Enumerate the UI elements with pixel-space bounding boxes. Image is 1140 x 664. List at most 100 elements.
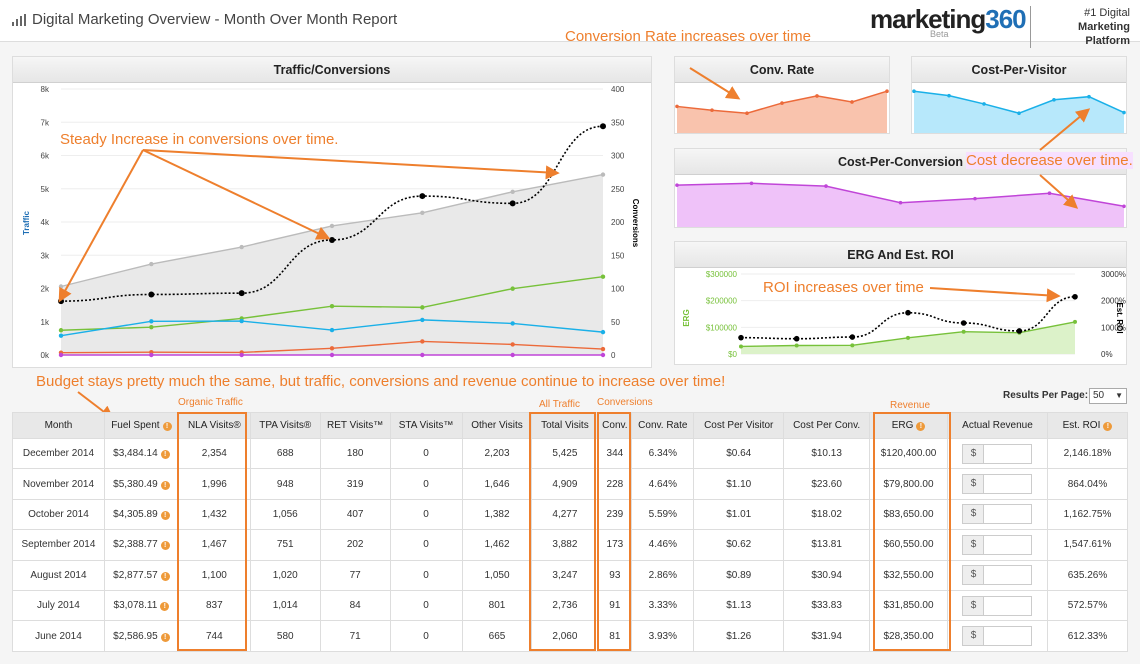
spark-point: [898, 200, 903, 205]
actual-revenue-input[interactable]: [984, 595, 1033, 616]
info-icon[interactable]: !: [160, 602, 170, 612]
sta-visits-point: [329, 352, 335, 358]
erg-point: [850, 343, 855, 348]
actual-revenue-input[interactable]: [984, 504, 1033, 525]
total-visits-area: [61, 174, 603, 355]
marketing360-logo[interactable]: marketing360 Beta: [870, 4, 1027, 39]
y2-tick-label: 150: [611, 251, 625, 260]
column-header[interactable]: Est. ROI!: [1046, 412, 1129, 439]
results-per-page-label: Results Per Page:: [1003, 390, 1089, 401]
spark-point: [1047, 191, 1052, 196]
column-header[interactable]: Cost Per Visitor: [693, 412, 785, 439]
sta-visits-point: [239, 352, 244, 358]
table-cell: 2,354: [177, 437, 251, 470]
info-icon[interactable]: !: [160, 450, 170, 460]
info-icon[interactable]: !: [916, 422, 926, 431]
conversions-point: [509, 200, 516, 207]
y-tick-label: $200000: [706, 297, 738, 306]
table-cell: 665: [461, 620, 533, 652]
spark-point: [973, 196, 977, 201]
actual-revenue-input[interactable]: [984, 565, 1033, 586]
table-cell: 5.59%: [631, 498, 695, 531]
erg-roi-title: ERG And Est. ROI: [675, 242, 1126, 268]
ret-visits-point: [420, 339, 425, 344]
column-header[interactable]: Other Visits: [461, 412, 533, 439]
table-cell: 801: [461, 589, 533, 622]
y-tick-label: $300000: [706, 270, 738, 279]
actual-revenue-input[interactable]: [984, 443, 1033, 464]
erg-roi-chart: $0 $100000 $200000 $300000 0% 1000% 2000% 3000%…: [682, 270, 1126, 359]
est-roi-point: [849, 334, 856, 340]
spark-point: [1052, 97, 1056, 102]
y2-tick-label: 200: [611, 218, 625, 227]
column-header[interactable]: Total Visits: [531, 412, 599, 439]
table-cell: $3,078.11!: [103, 589, 179, 622]
column-header[interactable]: Month: [12, 412, 105, 439]
conversions-point: [600, 123, 606, 130]
column-header[interactable]: Conv. Rate: [631, 412, 695, 439]
info-icon[interactable]: !: [160, 541, 170, 551]
table-cell: 344: [597, 437, 633, 470]
table-cell: 0: [389, 589, 463, 622]
y-tick-label: $100000: [706, 323, 738, 332]
column-header[interactable]: Actual Revenue: [947, 412, 1048, 439]
table-cell: 1,050: [461, 559, 533, 591]
report-table: Month Fuel Spent! NLA Visits® TPA Visits® RE…: [12, 412, 1129, 652]
column-header[interactable]: STA Visits™: [389, 412, 463, 439]
column-header[interactable]: Cost Per Conv.: [783, 412, 871, 439]
label-all-traffic: All Traffic: [539, 399, 580, 410]
total-visits-point: [600, 172, 606, 177]
nla-visits-point: [510, 286, 515, 291]
table-cell: $: [947, 498, 1048, 531]
table-cell: 635.26%: [1046, 559, 1129, 591]
table-cell: 4,909: [531, 468, 599, 500]
total-visits-point: [149, 261, 154, 267]
column-header[interactable]: Conv.: [597, 412, 633, 439]
tpa-visits-point: [329, 327, 335, 333]
table-cell: 91: [597, 589, 633, 622]
info-icon[interactable]: !: [160, 632, 170, 642]
info-icon[interactable]: !: [160, 480, 170, 490]
table-cell: $0.62: [693, 529, 785, 561]
actual-revenue-input[interactable]: [984, 474, 1033, 495]
y-tick-label: 4k: [41, 218, 50, 227]
spark-point: [710, 108, 714, 113]
column-header[interactable]: Fuel Spent!: [103, 412, 179, 439]
table-row: September 2014 $2,388.77! 1,467 751 202 0 1,46…: [12, 529, 1129, 561]
dollar-addon: $: [962, 626, 985, 647]
table-cell: $: [947, 589, 1048, 622]
table-cell: 2,060: [531, 620, 599, 652]
sta-visits-point: [600, 352, 606, 358]
table-cell: 1,462: [461, 529, 533, 561]
table-cell: 837: [177, 589, 251, 622]
table-cell: 744: [177, 620, 251, 652]
table-cell: $31.94: [783, 620, 871, 652]
erg-roi-panel: ERG And Est. ROI $0 $100000 $200000 $300000…: [674, 241, 1127, 365]
table-cell: $1.13: [693, 589, 785, 622]
spark-point: [824, 184, 828, 188]
table-cell: 3.93%: [631, 620, 695, 652]
erg-point: [906, 335, 910, 340]
table-cell: 4,277: [531, 498, 599, 531]
results-per-page-select[interactable]: 50 ▼: [1089, 388, 1127, 404]
info-icon[interactable]: !: [162, 422, 172, 431]
info-icon[interactable]: !: [1103, 422, 1113, 431]
table-cell: $60,550.00: [869, 529, 949, 561]
table-cell: 580: [249, 620, 321, 652]
cost-per-visitor-title: Cost-Per-Visitor: [912, 57, 1126, 83]
info-icon[interactable]: !: [160, 510, 170, 520]
y2-tick-label: 3000%: [1101, 270, 1126, 279]
spark-point: [745, 111, 749, 115]
table-cell: August 2014: [12, 559, 105, 591]
actual-revenue-input[interactable]: [984, 534, 1033, 555]
column-header[interactable]: RET Visits™: [319, 412, 391, 439]
info-icon[interactable]: !: [160, 571, 170, 581]
column-header[interactable]: TPA Visits®: [249, 412, 321, 439]
y2-tick-label: 300: [611, 152, 625, 161]
column-header[interactable]: NLA Visits®: [177, 412, 251, 439]
actual-revenue-input[interactable]: [984, 626, 1033, 647]
column-header[interactable]: ERG!: [869, 412, 949, 439]
total-visits-point: [510, 189, 515, 194]
spark-point: [912, 89, 916, 93]
table-cell: June 2014: [12, 620, 105, 652]
